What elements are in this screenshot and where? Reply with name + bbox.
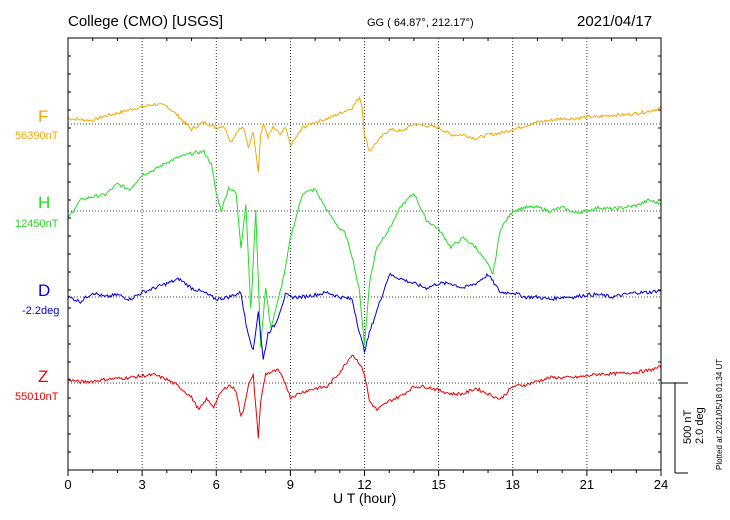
- x-tick-label: 9: [287, 477, 294, 492]
- x-tick-label: 6: [213, 477, 220, 492]
- series-layer: [67, 95, 662, 439]
- series-label-z: Z: [38, 367, 49, 386]
- x-tick-label: 24: [654, 477, 668, 492]
- x-tick-label: 12: [357, 477, 371, 492]
- chart-grid: [68, 38, 661, 470]
- coordinates-label: GG ( 64.87°, 212.17°): [367, 17, 474, 29]
- series-label-d: D: [38, 281, 51, 300]
- plotted-at-note: Plotted at 2021/05/18 01:34 UT: [715, 358, 724, 470]
- series-line-z: [67, 354, 662, 439]
- baseline-label-f: 56390nT: [15, 130, 59, 142]
- axis-layer: 0 3 6 9 12 15 18 21 24: [64, 37, 688, 492]
- series-line-f: [67, 95, 662, 173]
- x-tick-label: 21: [580, 477, 594, 492]
- scale-deg-label: 2.0 deg: [694, 407, 706, 444]
- baseline-label-d: -2.2deg: [22, 305, 60, 317]
- x-tick-label: 3: [139, 477, 146, 492]
- x-tick-label: 18: [506, 477, 520, 492]
- series-label-f: F: [38, 107, 49, 126]
- x-tick-label: 0: [64, 477, 71, 492]
- station-title: College (CMO) [USGS]: [68, 13, 224, 30]
- x-tick-label: 15: [431, 477, 445, 492]
- series-line-h: [67, 149, 662, 348]
- scale-nt-label: 500 nT: [682, 409, 694, 444]
- baseline-label-z: 55010nT: [15, 391, 59, 403]
- date-label: 2021/04/17: [577, 13, 653, 30]
- series-line-d: [67, 272, 662, 360]
- x-axis-label: U T (hour): [333, 490, 397, 506]
- baseline-label-h: 12450nT: [15, 218, 59, 230]
- series-label-h: H: [38, 193, 51, 212]
